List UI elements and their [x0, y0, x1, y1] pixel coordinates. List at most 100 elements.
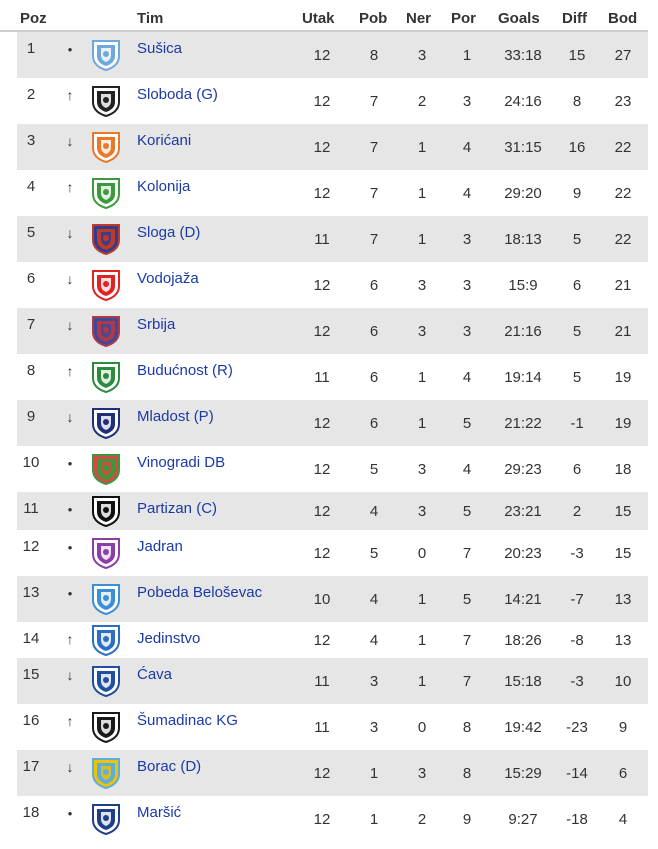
- wins: 8: [369, 47, 379, 64]
- header-bod[interactable]: Bod: [608, 10, 638, 27]
- games-played: 12: [313, 277, 331, 294]
- goal-difference: 16: [568, 139, 586, 156]
- position-number: 11: [23, 500, 39, 517]
- goals-score: 15:18: [504, 673, 542, 690]
- losses: 4: [462, 461, 472, 478]
- table-row: 8 ↑ Budućnost (R) 11 6 1 4 19:14 5 19: [17, 354, 648, 400]
- dot-icon: •: [67, 806, 73, 821]
- losses: 7: [462, 632, 472, 649]
- arrow-down-icon: ↓: [66, 317, 74, 333]
- losses: 3: [462, 93, 472, 110]
- goals-score: 20:23: [504, 545, 542, 562]
- goal-difference: 15: [568, 47, 586, 64]
- arrow-down-icon: ↓: [66, 667, 74, 683]
- goal-difference: 5: [572, 231, 582, 248]
- games-played: 12: [313, 811, 331, 828]
- header-poz[interactable]: Poz: [20, 10, 47, 27]
- games-played: 11: [314, 719, 330, 736]
- header-por[interactable]: Por: [451, 10, 477, 27]
- table-row: 3 ↓ Korićani 12 7 1 4 31:15 16 22: [17, 124, 648, 170]
- header-pob[interactable]: Pob: [359, 10, 388, 27]
- dot-icon: •: [67, 42, 73, 57]
- goal-difference: -8: [570, 632, 584, 649]
- team-link[interactable]: Vinogradi DB: [137, 454, 226, 471]
- header-utak[interactable]: Utak: [302, 10, 335, 27]
- header-diff[interactable]: Diff: [562, 10, 587, 27]
- wins: 5: [369, 461, 379, 478]
- draws: 3: [417, 461, 427, 478]
- games-played: 12: [313, 323, 331, 340]
- sloboda-crest-icon: [89, 84, 123, 118]
- goals-score: 15:29: [504, 765, 542, 782]
- wins: 4: [369, 503, 379, 520]
- points: 13: [614, 591, 632, 608]
- draws: 1: [417, 591, 427, 608]
- team-link[interactable]: Budućnost (R): [137, 362, 233, 379]
- table-row: 14 ↑ Jedinstvo 12 4 1 7 18:26 -8 13: [17, 622, 648, 658]
- team-link[interactable]: Šumadinac KG: [137, 712, 238, 729]
- borac-crest-icon: [89, 756, 123, 790]
- wins: 6: [369, 323, 379, 340]
- points: 13: [614, 632, 632, 649]
- dot-icon: •: [67, 540, 73, 555]
- table-row: 13 • Pobeda Beloševac 10 4 1 5 14:21 -7 13: [17, 576, 648, 622]
- dot-icon: •: [67, 586, 73, 601]
- goals-score: 33:18: [504, 47, 542, 64]
- goal-difference: -3: [570, 545, 584, 562]
- draws: 2: [417, 811, 427, 828]
- team-link[interactable]: Vodojaža: [137, 270, 199, 287]
- points: 6: [618, 765, 628, 782]
- vodojaza-crest-icon: [89, 268, 123, 302]
- team-link[interactable]: Borac (D): [137, 758, 202, 775]
- points: 15: [614, 545, 632, 562]
- table-row: 10 • Vinogradi DB 12 5 3 4 29:23 6 18: [17, 446, 648, 492]
- team-link[interactable]: Jedinstvo: [137, 630, 201, 647]
- position-number: 3: [26, 132, 36, 149]
- team-link[interactable]: Mladost (P): [137, 408, 214, 425]
- team-link[interactable]: Sloboda (G): [137, 86, 218, 103]
- team-link[interactable]: Pobeda Beloševac: [137, 584, 263, 601]
- mladost-crest-icon: [89, 406, 123, 440]
- position-number: 16: [22, 712, 40, 729]
- team-link[interactable]: Ćava: [137, 666, 173, 683]
- goals-score: 24:16: [504, 93, 542, 110]
- header-goals[interactable]: Goals: [498, 10, 540, 27]
- team-link[interactable]: Partizan (C): [137, 500, 218, 517]
- goal-difference: 5: [572, 323, 582, 340]
- team-link[interactable]: Sloga (D): [137, 224, 201, 241]
- wins: 4: [369, 632, 379, 649]
- draws: 1: [417, 632, 427, 649]
- wins: 1: [369, 765, 379, 782]
- points: 15: [614, 503, 632, 520]
- team-link[interactable]: Srbija: [137, 316, 176, 333]
- team-link[interactable]: Maršić: [137, 804, 182, 821]
- team-link[interactable]: Korićani: [137, 132, 192, 149]
- table-row: 17 ↓ Borac (D) 12 1 3 8 15:29 -14 6: [17, 750, 648, 796]
- position-number: 1: [26, 40, 36, 57]
- wins: 3: [369, 719, 379, 736]
- arrow-up-icon: ↑: [66, 713, 74, 729]
- team-link[interactable]: Sušica: [137, 40, 183, 57]
- losses: 4: [462, 369, 472, 386]
- draws: 1: [417, 139, 427, 156]
- team-link[interactable]: Jadran: [137, 538, 183, 555]
- buducnost-crest-icon: [89, 360, 123, 394]
- position-number: 8: [26, 362, 36, 379]
- srbija-crest-icon: [89, 314, 123, 348]
- points: 27: [614, 47, 632, 64]
- goal-difference: -23: [566, 719, 588, 736]
- draws: 3: [417, 765, 427, 782]
- losses: 5: [462, 415, 472, 432]
- games-played: 12: [313, 93, 331, 110]
- arrow-up-icon: ↑: [66, 179, 74, 195]
- goal-difference: 5: [572, 369, 582, 386]
- header-ner[interactable]: Ner: [406, 10, 432, 27]
- wins: 3: [369, 673, 379, 690]
- losses: 3: [462, 277, 472, 294]
- table-row: 9 ↓ Mladost (P) 12 6 1 5 21:22 -1 19: [17, 400, 648, 446]
- games-played: 11: [314, 369, 330, 386]
- team-link[interactable]: Kolonija: [137, 178, 191, 195]
- header-tim[interactable]: Tim: [137, 10, 164, 27]
- wins: 1: [369, 811, 379, 828]
